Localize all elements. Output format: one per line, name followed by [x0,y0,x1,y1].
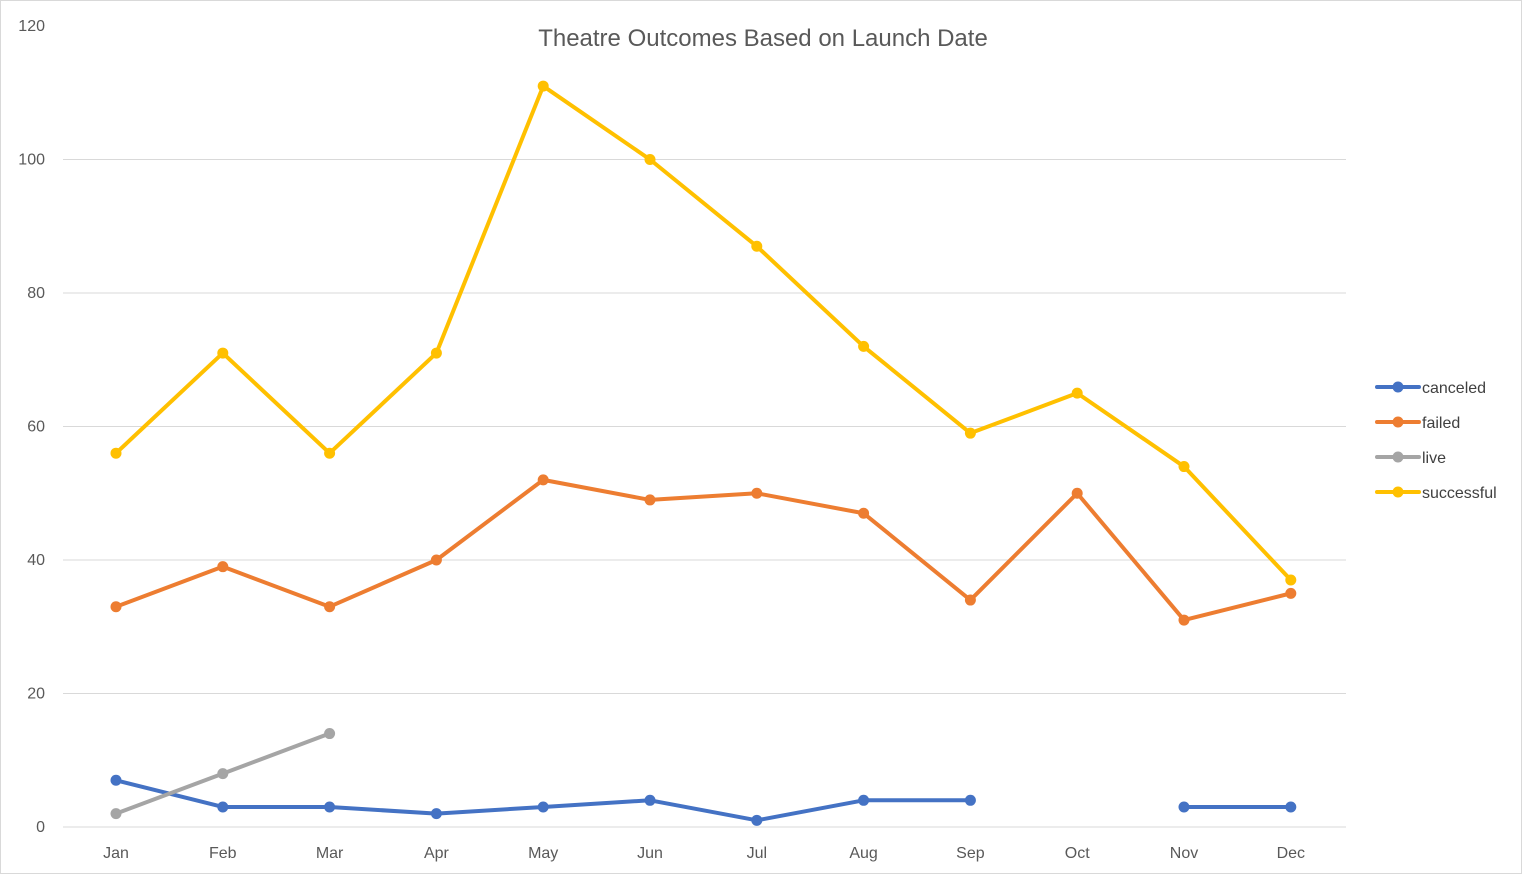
data-point-canceled [751,814,763,826]
x-tick-label: Nov [1170,845,1198,862]
y-tick-label: 80 [27,285,45,302]
legend-marker-icon [1392,416,1404,428]
y-tick-label: 40 [27,552,45,569]
legend-item-canceled: canceled [1375,380,1486,397]
data-point-failed [1285,587,1297,599]
legend-item-live: live [1375,450,1446,467]
series-lines [110,80,1297,826]
data-point-failed [537,474,549,486]
data-point-failed [110,601,122,613]
data-point-successful [217,347,229,359]
legend-label: failed [1422,415,1460,432]
x-tick-label: Jul [747,845,767,862]
data-point-canceled [1178,801,1190,813]
data-point-successful [324,447,336,459]
x-tick-label: Mar [316,845,344,862]
gridlines [63,159,1346,828]
legend: canceled failed live successful [1375,380,1497,502]
data-point-canceled [537,801,549,813]
data-point-successful [751,240,763,252]
data-point-failed [858,507,870,519]
data-point-canceled [858,794,870,806]
data-point-live [324,728,336,740]
data-point-successful [110,447,122,459]
series-failed [110,474,1297,626]
x-tick-label: Apr [424,845,450,862]
data-point-canceled [430,808,442,820]
data-point-failed [430,554,442,566]
data-point-successful [1285,574,1297,586]
x-tick-label: Aug [849,845,877,862]
y-axis-ticks: 0 20 40 60 80 100 120 [18,18,45,836]
data-point-failed [324,601,336,613]
data-point-failed [964,594,976,606]
data-point-failed [1178,614,1190,626]
data-point-canceled [110,774,122,786]
series-canceled [110,774,1297,826]
data-point-successful [430,347,442,359]
chart-title: Theatre Outcomes Based on Launch Date [538,25,988,52]
data-point-failed [751,487,763,499]
y-tick-label: 20 [27,686,45,703]
x-tick-label: Jun [637,845,663,862]
legend-item-failed: failed [1375,415,1460,432]
data-point-successful [537,80,549,92]
series-line-canceled [114,778,973,823]
data-point-canceled [964,794,976,806]
legend-marker-icon [1392,451,1404,463]
data-point-failed [644,494,656,506]
series-line-successful [114,84,1293,583]
data-point-successful [1071,387,1083,399]
legend-marker-icon [1392,381,1404,393]
y-tick-label: 60 [27,419,45,436]
data-point-successful [964,427,976,439]
data-point-successful [1178,461,1190,473]
data-point-live [217,768,229,780]
data-point-successful [644,154,656,165]
legend-marker-icon [1392,486,1404,498]
x-tick-label: Oct [1065,845,1090,862]
legend-item-successful: successful [1375,485,1497,502]
y-tick-label: 100 [18,152,45,169]
x-axis-ticks: Jan Feb Mar Apr May Jun Jul Aug Sep Oct Nov Dec [103,845,1305,862]
y-tick-label: 0 [36,819,45,836]
series-line-failed [114,477,1293,623]
legend-label: successful [1422,485,1497,502]
data-point-canceled [1285,801,1297,813]
data-point-canceled [324,801,336,813]
x-tick-label: Feb [209,845,237,862]
legend-label: canceled [1422,380,1486,397]
data-point-successful [858,340,870,352]
data-point-canceled [217,801,229,813]
data-point-canceled [644,794,656,806]
x-tick-label: Dec [1277,845,1305,862]
legend-label: live [1422,450,1446,467]
series-successful [110,80,1297,586]
y-tick-label: 120 [18,18,45,35]
data-point-live [110,808,122,820]
series-live [110,728,336,820]
x-tick-label: May [528,845,558,862]
data-point-failed [217,561,229,573]
data-point-failed [1071,487,1083,499]
x-tick-label: Jan [103,845,129,862]
x-tick-label: Sep [956,845,985,862]
